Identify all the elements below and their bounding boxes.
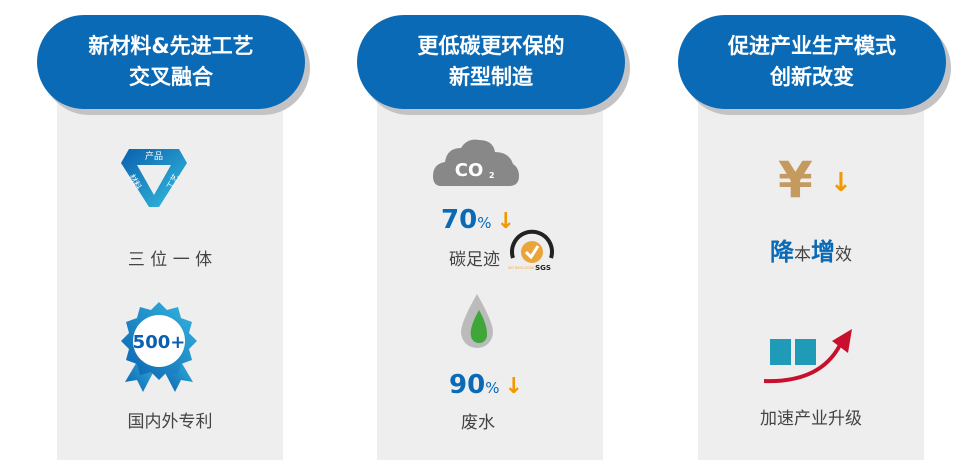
column-green-manufacturing: 更低碳更环保的 新型制造 CO 2 70% ↓ 碳足迹 SGS ISO 9001… xyxy=(357,0,627,474)
title-line2: 新型制造 xyxy=(449,65,533,89)
down-arrow-icon: ↓ xyxy=(496,209,515,234)
badge-text: 500+ xyxy=(133,332,186,353)
down-arrow-icon: ↓ xyxy=(830,168,852,198)
cost-efficiency-label: 降本增效 xyxy=(698,232,924,267)
down-arrow-icon: ↓ xyxy=(504,374,523,399)
growth-arrow-icon xyxy=(763,329,852,384)
title-line1: 更低碳更环保的 xyxy=(417,34,565,58)
cost-char: 降 xyxy=(770,238,794,266)
column-industry-innovation: 促进产业生产模式 创新改变 ¥ ↓ 降本增效 加速产业升级 xyxy=(678,0,948,474)
title-pill: 更低碳更环保的 新型制造 xyxy=(357,15,625,109)
sgs-cert-icon: SGS ISO 9001:2000 xyxy=(508,229,554,272)
title-line2: 交叉融合 xyxy=(129,65,213,89)
title-line1: 促进产业生产模式 xyxy=(728,34,896,58)
water-value: 90 xyxy=(449,370,486,400)
sgs-ring-text: ISO 9001:2000 xyxy=(508,266,534,270)
co2-cloud-icon: CO 2 xyxy=(433,139,519,186)
carbon-label: 碳足迹 xyxy=(449,250,500,270)
carbon-reduction: 70% ↓ xyxy=(441,205,515,235)
cost-char: 增 xyxy=(811,238,835,266)
title-line1: 新材料&先进工艺 xyxy=(88,34,254,58)
sgs-text: SGS xyxy=(535,264,551,272)
item-label: 三 位 一 体 xyxy=(127,250,213,270)
upgrade-label: 加速产业升级 xyxy=(760,409,862,429)
item-label: 国内外专利 xyxy=(127,412,213,432)
water-reduction: 90% ↓ xyxy=(449,370,523,400)
water-drop-icon xyxy=(461,294,493,348)
yen-icon: ¥ xyxy=(778,151,813,209)
cost-char: 效 xyxy=(835,245,852,265)
panel xyxy=(698,95,924,460)
water-unit: % xyxy=(485,379,500,397)
title-line2: 创新改变 xyxy=(770,65,854,89)
co2-text: CO xyxy=(455,160,484,181)
co2-subscript: 2 xyxy=(489,171,495,180)
award-badge-icon: 500+ xyxy=(121,302,197,392)
title-pill: 促进产业生产模式 创新改变 xyxy=(678,15,946,109)
triangle-top-label: 产品 xyxy=(145,150,163,162)
column-materials: 新材料&先进工艺 交叉融合 产品 材料 工艺 三 位 一 体 500+ 国内外专… xyxy=(37,0,307,474)
cost-char: 本 xyxy=(794,245,811,265)
water-label: 废水 xyxy=(461,413,495,433)
carbon-value: 70 xyxy=(441,205,478,235)
triangle-loop-icon: 产品 材料 工艺 xyxy=(121,149,187,207)
carbon-unit: % xyxy=(477,214,492,232)
title-pill: 新材料&先进工艺 交叉融合 xyxy=(37,15,305,109)
